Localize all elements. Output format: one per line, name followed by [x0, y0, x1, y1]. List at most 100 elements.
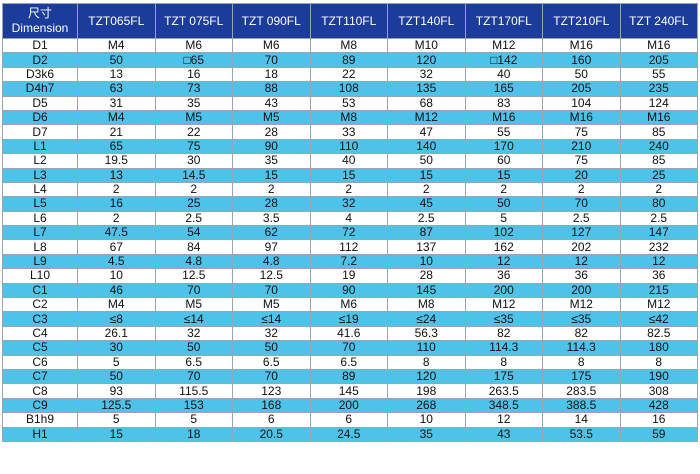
cell: M8 — [309, 37, 388, 54]
cell: ≤14 — [154, 311, 233, 327]
cell: 2 — [619, 181, 698, 198]
cell: 232 — [619, 239, 698, 255]
table-row: L9 4.5 4.8 4.8 7.2 10 12 12 12 — [2, 253, 698, 270]
cell: 175 — [542, 368, 621, 385]
cell: M6 — [309, 297, 388, 313]
cell: 115.5 — [154, 383, 233, 399]
cell: 47 — [387, 124, 466, 140]
cell: 110 — [387, 340, 466, 356]
cell: 63 — [77, 81, 156, 97]
cell: 90 — [232, 138, 311, 155]
cell: 12.5 — [154, 268, 233, 284]
cell: 198 — [387, 383, 466, 399]
cell: 140 — [387, 138, 466, 155]
cell: 70 — [232, 368, 311, 385]
cell: 85 — [619, 153, 698, 169]
cell: M8 — [387, 297, 466, 313]
cell: 263.5 — [464, 383, 543, 399]
cell: 72 — [309, 225, 388, 241]
cell: 18 — [154, 426, 233, 442]
column-header: TZT065FL — [77, 3, 156, 39]
cell: 200 — [542, 282, 621, 299]
cell: 4 — [309, 210, 388, 227]
cell: 6.5 — [232, 354, 311, 370]
cell: 4.5 — [77, 253, 156, 270]
cell: 10 — [387, 412, 466, 428]
row-label: L9 — [2, 253, 78, 270]
cell: 127 — [542, 225, 621, 241]
cell: □65 — [154, 52, 233, 68]
row-label: D6 — [2, 109, 78, 126]
row-label: C6 — [2, 354, 78, 370]
cell: 43 — [232, 95, 311, 111]
cell: 24.5 — [309, 426, 388, 442]
cell: 5 — [154, 412, 233, 428]
cell: 2 — [309, 181, 388, 198]
cell: 70 — [232, 52, 311, 68]
cell: 6.5 — [309, 354, 388, 370]
cell: 170 — [464, 138, 543, 155]
cell: 33 — [309, 124, 388, 140]
cell: 75 — [542, 153, 621, 169]
row-label: C2 — [2, 297, 78, 313]
cell: 124 — [619, 95, 698, 111]
cell: 13 — [77, 66, 156, 83]
cell: ≤8 — [77, 311, 156, 327]
cell: 46 — [77, 282, 156, 299]
cell: M16 — [619, 37, 698, 54]
cell: 20 — [542, 167, 621, 183]
cell: 36 — [619, 268, 698, 284]
table-row: L8 67 84 97 112 137 162 202 232 — [2, 239, 698, 255]
cell: 50 — [232, 340, 311, 356]
cell: 32 — [154, 325, 233, 342]
cell: M12 — [619, 297, 698, 313]
column-header: TZT170FL — [464, 3, 543, 39]
row-label: C5 — [2, 340, 78, 356]
table-row: L3 13 14.5 15 15 15 15 20 25 — [2, 167, 698, 183]
cell: 6.5 — [154, 354, 233, 370]
cell: 8 — [542, 354, 621, 370]
cell: 60 — [464, 153, 543, 169]
cell: 4.8 — [154, 253, 233, 270]
column-header: TZT110FL — [309, 3, 388, 39]
cell: 125.5 — [77, 397, 156, 414]
cell: 93 — [77, 383, 156, 399]
cell: 16 — [77, 196, 156, 212]
cell: 68 — [387, 95, 466, 111]
row-label: D7 — [2, 124, 78, 140]
cell: 147 — [619, 225, 698, 241]
cell: 26.1 — [77, 325, 156, 342]
row-label: L1 — [2, 138, 78, 155]
table-row: C6 5 6.5 6.5 6.5 8 8 8 8 — [2, 354, 698, 370]
cell: 12 — [542, 253, 621, 270]
cell: 53 — [309, 95, 388, 111]
cell: 19.5 — [77, 153, 156, 169]
cell: 202 — [542, 239, 621, 255]
row-label: H1 — [2, 426, 78, 442]
row-label: D2 — [2, 52, 78, 68]
cell: 3.5 — [232, 210, 311, 227]
row-label: L6 — [2, 210, 78, 227]
cell: M16 — [542, 37, 621, 54]
cell: 35 — [387, 426, 466, 442]
cell: 55 — [619, 66, 698, 83]
cell: ≤42 — [619, 311, 698, 327]
row-label: C4 — [2, 325, 78, 342]
cell: 36 — [542, 268, 621, 284]
cell: 5 — [77, 354, 156, 370]
cell: 70 — [309, 340, 388, 356]
cell: 5 — [77, 412, 156, 428]
cell: 19 — [309, 268, 388, 284]
table-header: 尺寸 Dimension TZT065FL TZT 075FL TZT 090FL T… — [2, 3, 698, 39]
cell: 43 — [464, 426, 543, 442]
cell: 62 — [232, 225, 311, 241]
cell: M16 — [542, 109, 621, 126]
header-row: 尺寸 Dimension TZT065FL TZT 075FL TZT 090FL T… — [2, 3, 698, 39]
cell: 110 — [309, 138, 388, 155]
cell: 75 — [542, 124, 621, 140]
table-row: C2 M4 M5 M5 M6 M8 M12 M12 M12 — [2, 297, 698, 313]
cell: 50 — [77, 368, 156, 385]
cell: 85 — [619, 124, 698, 140]
table-row: C9 125.5 153 168 200 268 348.5 388.5 428 — [2, 397, 698, 414]
cell: 25 — [619, 167, 698, 183]
